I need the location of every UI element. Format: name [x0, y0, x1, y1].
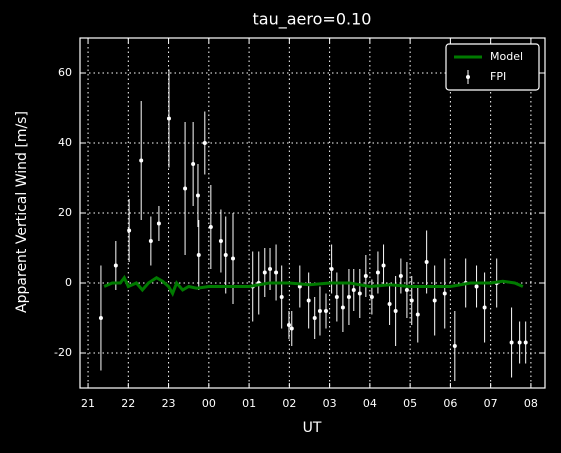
x-tick-label: 00 — [202, 397, 216, 410]
data-point — [404, 288, 409, 292]
x-tick-label: 02 — [282, 397, 296, 410]
data-point — [208, 225, 213, 229]
y-tick-label: 40 — [58, 136, 72, 149]
data-point — [482, 305, 487, 310]
data-point — [202, 141, 207, 145]
x-tick-label: 05 — [403, 397, 417, 410]
x-tick-label: 06 — [443, 397, 457, 410]
data-point — [183, 186, 188, 191]
data-point — [218, 239, 223, 243]
chart-title: tau_aero=0.10 — [253, 10, 372, 30]
data-point — [113, 263, 118, 268]
data-point — [509, 340, 514, 345]
data-point — [398, 274, 403, 278]
legend: Model FPI — [445, 43, 540, 91]
data-point — [523, 340, 528, 345]
data-point — [442, 291, 447, 296]
x-tick-label: 07 — [484, 397, 498, 410]
data-point — [312, 316, 317, 320]
x-tick-label: 01 — [242, 397, 256, 410]
data-point — [415, 312, 420, 317]
data-point — [306, 298, 311, 303]
data-point — [139, 158, 144, 163]
x-tick-label: 23 — [162, 397, 176, 410]
data-point — [289, 326, 294, 331]
data-point — [346, 295, 351, 299]
data-point — [127, 228, 132, 233]
legend-label: FPI — [490, 70, 506, 83]
x-tick-label: 21 — [81, 397, 95, 410]
data-point — [223, 253, 228, 257]
data-point — [262, 270, 267, 275]
y-tick-label: 60 — [58, 66, 72, 79]
y-tick-label: -20 — [54, 346, 72, 359]
legend-label: Model — [490, 50, 523, 63]
data-point — [317, 309, 322, 313]
data-point — [329, 267, 334, 271]
data-point — [387, 302, 392, 306]
data-point — [351, 288, 356, 292]
x-axis-label: UT — [303, 420, 322, 436]
data-point — [381, 263, 386, 268]
data-point — [375, 270, 380, 275]
data-point — [98, 316, 103, 320]
data-point — [357, 291, 362, 296]
data-point — [409, 298, 414, 303]
y-tick-label: 0 — [65, 276, 72, 289]
x-tick-label: 22 — [121, 397, 135, 410]
x-tick-label: 04 — [363, 397, 377, 410]
data-point — [230, 256, 235, 261]
data-point — [517, 340, 522, 345]
data-point — [195, 193, 200, 198]
data-point — [286, 323, 291, 327]
data-point — [474, 284, 479, 289]
data-point — [340, 305, 345, 310]
data-point — [166, 116, 171, 121]
data-point — [196, 253, 201, 257]
data-point — [156, 221, 161, 226]
x-tick-label: 03 — [323, 397, 337, 410]
data-point — [268, 267, 273, 271]
data-point — [363, 274, 368, 278]
data-point — [334, 295, 339, 299]
data-point — [452, 344, 457, 348]
legend-swatch — [466, 75, 470, 79]
data-point — [279, 295, 284, 299]
data-point — [393, 309, 398, 313]
y-tick-label: 20 — [58, 206, 72, 219]
data-point — [148, 239, 153, 243]
data-point — [191, 162, 196, 166]
data-point — [369, 295, 374, 299]
data-point — [274, 270, 279, 275]
plot-frame — [79, 37, 546, 389]
y-axis-label: Apparent Vertical Wind [m/s] — [14, 111, 30, 313]
x-tick-label: 08 — [524, 397, 538, 410]
data-point — [432, 298, 437, 303]
model-line — [103, 274, 524, 297]
data-point — [323, 309, 328, 313]
data-point — [424, 260, 429, 264]
